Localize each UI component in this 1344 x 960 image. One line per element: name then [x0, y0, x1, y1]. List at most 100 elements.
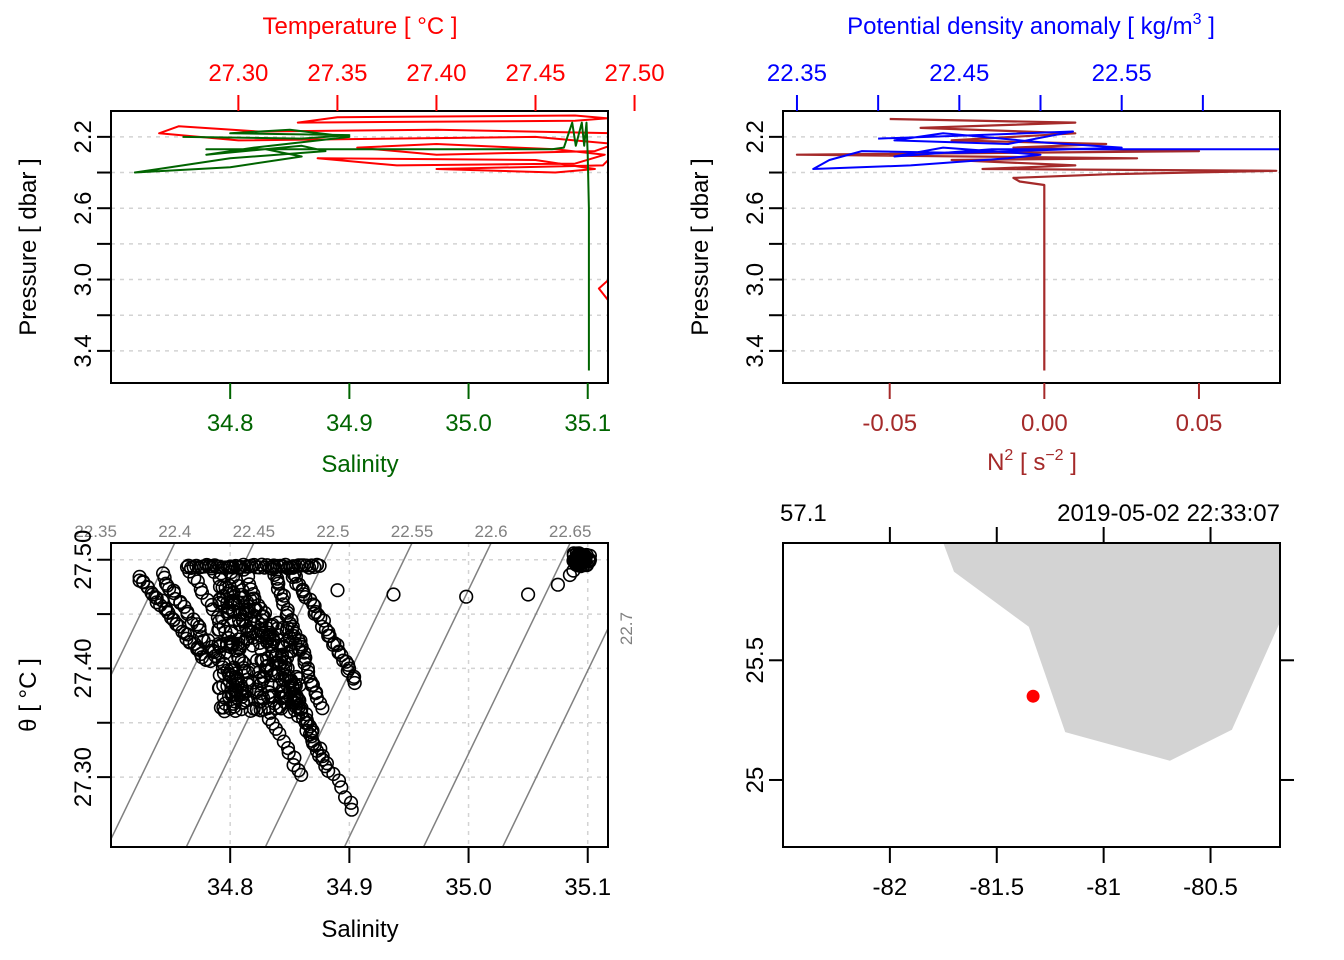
top-left-label: 57.1 [780, 500, 827, 527]
y-tick-label: 27.50 [70, 530, 97, 590]
data-point [246, 701, 261, 716]
data-point [212, 614, 227, 629]
data-point [240, 603, 255, 618]
data-point [459, 589, 474, 604]
y-axis: 2.2 2.6 3.0 3.4 [742, 120, 783, 368]
y-axis-title: Pressure [ dbar ] [687, 158, 714, 335]
data-point [216, 700, 231, 715]
data-point [294, 767, 309, 783]
data-point [331, 773, 347, 788]
bottom-axis-title: Salinity [321, 451, 398, 478]
data-point [343, 795, 359, 810]
data-point [242, 623, 257, 638]
data-point [227, 694, 242, 709]
data-point [386, 587, 401, 602]
data-point [347, 675, 362, 691]
data-point [312, 558, 327, 573]
x-axis: 34.8 34.9 35.0 35.1 [207, 847, 611, 901]
x-tick-label: -81.5 [969, 874, 1024, 901]
data-point [327, 636, 342, 651]
data-point [245, 591, 260, 607]
panel-ts-diagram: 22.35 22.4 22.45 22.5 22.55 22.6 22.65 22.7 34.… [15, 522, 636, 943]
bottom-tick-label: 35.1 [564, 410, 611, 437]
salinity-line [133, 121, 590, 371]
n2-line [795, 117, 1278, 371]
top-tick-label: 27.45 [505, 60, 565, 87]
data-point [278, 654, 293, 670]
isopycnal-line [111, 543, 176, 677]
x-tick-label: 35.0 [445, 874, 492, 901]
y-tick-label: 3.0 [70, 263, 97, 296]
data-point [211, 622, 226, 637]
data-point [266, 634, 281, 649]
data-point [304, 558, 319, 573]
data-point [225, 594, 240, 609]
data-point [301, 664, 316, 679]
data-point [228, 596, 243, 611]
data-point [315, 752, 330, 767]
isopycnal-labels: 22.35 22.4 22.45 22.5 22.55 22.6 22.65 22.7 [74, 522, 636, 645]
data-point [262, 636, 277, 652]
plot-frame [110, 542, 609, 848]
y-tick-label: 25.5 [742, 637, 769, 684]
isopycnal-label: 22.55 [391, 522, 434, 541]
data-point [173, 595, 188, 611]
isopycnal-label: 22.6 [475, 522, 508, 541]
data-point [339, 654, 354, 669]
bottom-tick-label: -0.05 [862, 410, 917, 437]
top-tick-label: 27.40 [406, 60, 466, 87]
panel-density-profile: Potential density anomaly [ kg/m3 ] 2.22… [687, 11, 1281, 476]
data-point [280, 679, 296, 694]
data-point [220, 606, 235, 621]
station-marker[interactable] [1026, 689, 1040, 703]
scatter-points [132, 546, 598, 817]
y-axis-title: θ [ °C ] [15, 658, 42, 732]
series-layer [795, 117, 1280, 371]
bottom-tick-label: 34.8 [207, 410, 254, 437]
data-point [330, 583, 345, 598]
y-tick-label: 27.30 [70, 747, 97, 807]
data-point [282, 704, 297, 719]
data-point [179, 631, 194, 646]
data-point [246, 662, 261, 678]
data-point [287, 750, 302, 765]
data-point [236, 635, 251, 651]
data-point [233, 678, 248, 693]
data-point [283, 643, 298, 658]
x-tick-label: 34.8 [207, 874, 254, 901]
y-tick-label: 2.6 [742, 192, 769, 225]
data-point [344, 802, 359, 817]
panel-ts-profile: Temperature [ °C ] 2.22.63.03.4 27.30 27.… [15, 13, 665, 478]
bottom-axis-title: N2 [ s−2 ] [987, 447, 1077, 476]
data-point [257, 605, 273, 621]
isopycnal-line [422, 543, 572, 847]
temperature-line [158, 114, 608, 371]
data-point [264, 619, 279, 634]
data-point [203, 653, 218, 669]
top-axis-title: Potential density anomaly [ kg/m3 ] [847, 11, 1215, 40]
top-tick-label: 27.30 [208, 60, 268, 87]
y-tick-label: 3.4 [70, 334, 97, 367]
data-point [307, 559, 322, 575]
data-point [275, 620, 290, 636]
plot-frame [110, 110, 609, 384]
y-tick-label: 27.40 [70, 638, 97, 698]
data-point [304, 725, 320, 740]
isopycnal-line [111, 543, 255, 841]
data-point [322, 628, 337, 644]
data-point [190, 617, 205, 632]
data-point [318, 622, 334, 637]
data-point [243, 703, 258, 719]
y-tick-label: 3.0 [742, 263, 769, 296]
y-axis: 27.30 27.40 27.50 [70, 530, 111, 807]
y-axis: 2.2 2.6 3.0 3.4 [70, 120, 111, 368]
x-tick-label: -81 [1086, 874, 1121, 901]
isopycnal-label: 22.45 [233, 522, 276, 541]
x-tick-label: -82 [873, 874, 908, 901]
data-point [211, 645, 226, 661]
top-axis-title: Temperature [ °C ] [263, 13, 458, 40]
data-point [214, 566, 229, 581]
x-tick-label: -80.5 [1183, 874, 1238, 901]
data-point [271, 576, 286, 591]
data-point [256, 626, 271, 641]
